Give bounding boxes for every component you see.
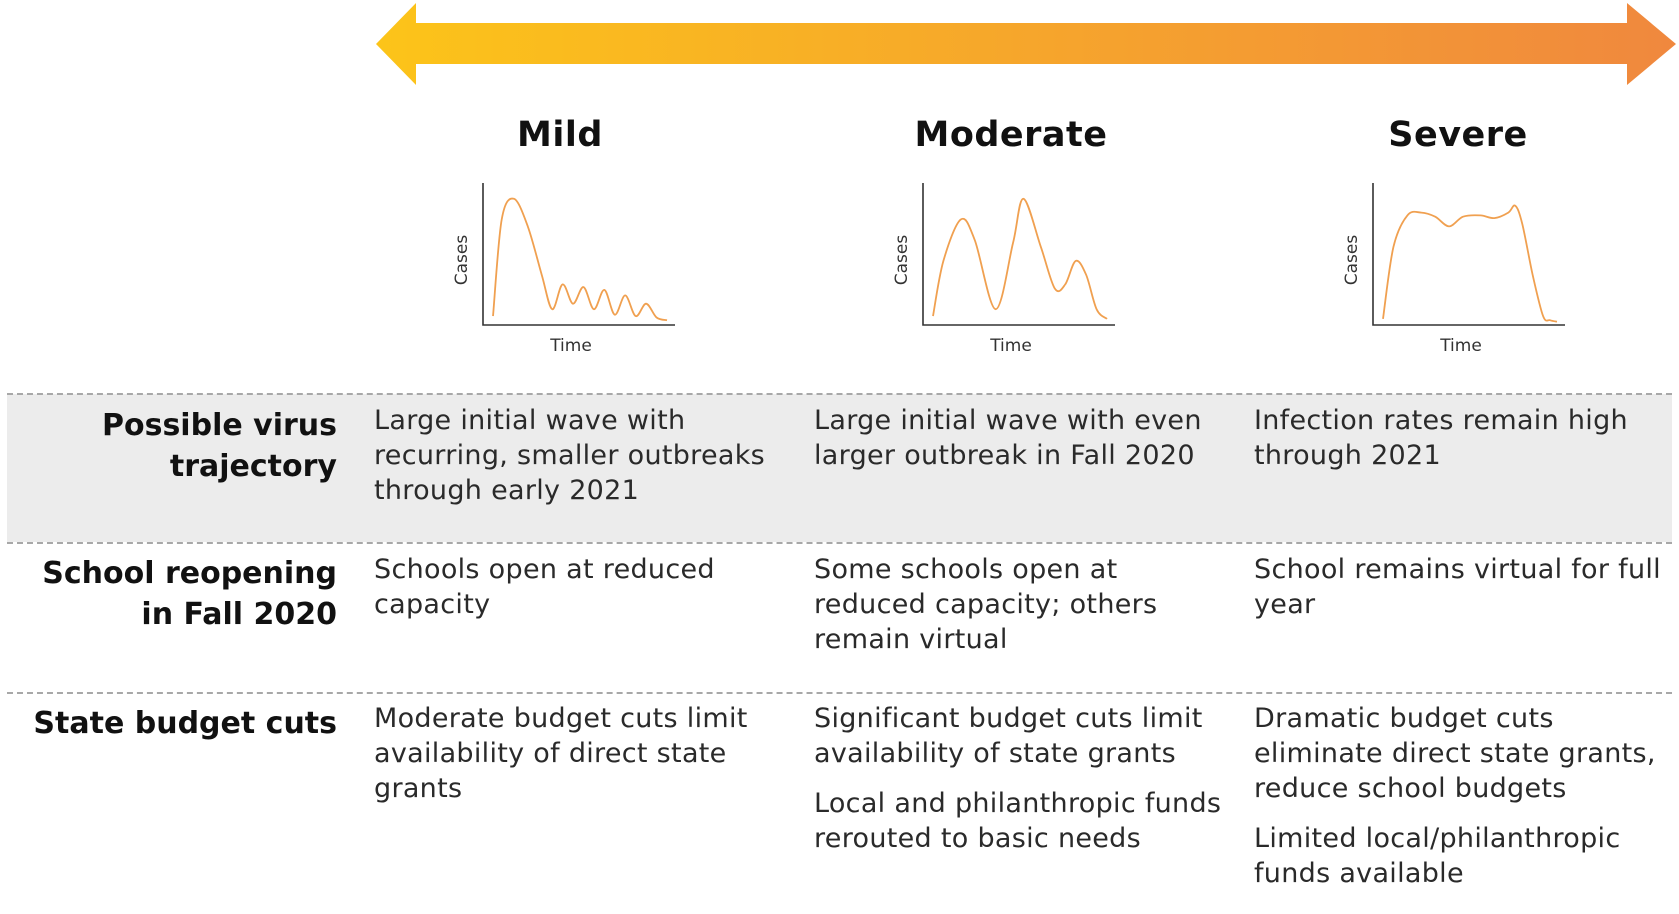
cell-trajectory-moderate: Large initial wave with even larger outb… (814, 403, 1224, 488)
row-label-state-budget-cuts: State budget cuts (33, 706, 337, 741)
moderate-ylabel: Cases (892, 235, 912, 286)
cell-text: Local and philanthropic funds rerouted t… (814, 788, 1222, 854)
severe-xlabel: Time (1439, 336, 1482, 356)
divider-middle (7, 542, 1672, 544)
divider-bottom (7, 692, 1672, 694)
severe-trajectory-chart: Cases Time (1335, 175, 1575, 365)
mild-chart-axes (482, 183, 675, 326)
moderate-curve (932, 197, 1108, 320)
cell-text: Some schools open at reduced capacity; o… (814, 554, 1158, 655)
moderate-chart-svg: Cases Time (892, 183, 1115, 356)
cell-school-mild: Schools open at reduced capacity (374, 552, 784, 637)
row-label-school-reopening: School reopening in Fall 2020 (42, 556, 337, 632)
cell-trajectory-severe: Infection rates remain high through 2021 (1254, 403, 1664, 488)
mild-chart-svg: Cases Time (452, 183, 675, 356)
mild-xlabel: Time (549, 336, 592, 356)
cell-text: Infection rates remain high through 2021 (1254, 405, 1628, 471)
moderate-chart-axes (922, 183, 1115, 326)
cell-text: Significant budget cuts limit availabili… (814, 703, 1203, 769)
cell-text: Large initial wave with recurring, small… (374, 405, 766, 506)
cell-budget-mild: Moderate budget cuts limit availability … (374, 701, 784, 821)
moderate-trajectory-chart: Cases Time (885, 175, 1125, 365)
severity-arrow (376, 3, 1676, 85)
cell-trajectory-mild: Large initial wave with recurring, small… (374, 403, 784, 523)
scenario-title-mild: Mild (517, 115, 603, 155)
mild-trajectory-chart: Cases Time (445, 175, 685, 365)
moderate-xlabel: Time (989, 336, 1032, 356)
scenario-title-severe: Severe (1388, 115, 1528, 155)
scenario-title-moderate: Moderate (914, 115, 1108, 155)
severe-curve (1382, 204, 1558, 323)
cell-text: Dramatic budget cuts eliminate direct st… (1254, 703, 1656, 804)
mild-curve (492, 197, 668, 322)
severe-chart-axes (1372, 183, 1565, 326)
cell-school-moderate: Some schools open at reduced capacity; o… (814, 552, 1224, 672)
divider-top (7, 393, 1672, 395)
severity-arrow-shape (376, 3, 1676, 85)
cell-text: Schools open at reduced capacity (374, 554, 715, 620)
cell-budget-moderate: Significant budget cuts limit availabili… (814, 701, 1224, 871)
severe-chart-svg: Cases Time (1342, 183, 1565, 356)
cell-text: Large initial wave with even larger outb… (814, 405, 1202, 471)
cell-school-severe: School remains virtual for full year (1254, 552, 1664, 637)
mild-ylabel: Cases (452, 235, 472, 286)
row-label-virus-trajectory: Possible virus trajectory (102, 408, 337, 484)
cell-text: Moderate budget cuts limit availability … (374, 703, 748, 804)
cell-budget-severe: Dramatic budget cuts eliminate direct st… (1254, 701, 1664, 906)
trajectory-row-background (7, 394, 1672, 542)
cell-text: School remains virtual for full year (1254, 554, 1661, 620)
cell-text: Limited local/philanthropic funds availa… (1254, 823, 1621, 889)
severe-ylabel: Cases (1342, 235, 1362, 286)
